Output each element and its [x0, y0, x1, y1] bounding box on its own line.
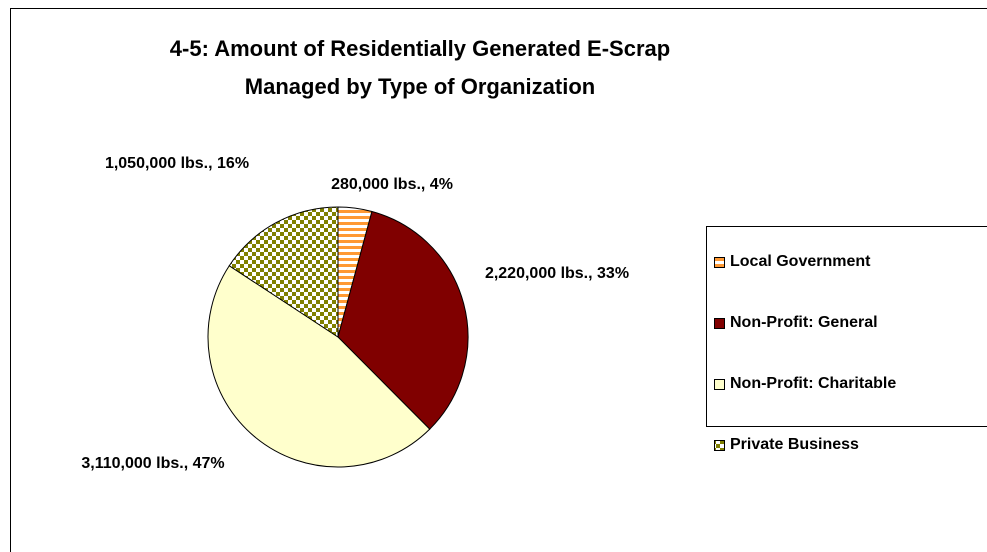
legend-swatch [714, 440, 725, 451]
data-label: 2,220,000 lbs., 33% [484, 265, 630, 282]
pie-slice [228, 206, 339, 338]
legend-label: Non-Profit: Charitable [730, 375, 897, 392]
pie-slice [207, 265, 431, 468]
legend-swatch [714, 257, 725, 268]
legend-swatch [714, 318, 725, 329]
legend-swatch [714, 379, 725, 390]
chart-title: 4-5: Amount of Residentially Generated E… [169, 36, 671, 99]
legend-label: Private Business [730, 436, 859, 453]
data-label: 1,050,000 lbs., 16% [104, 155, 250, 172]
legend-label: Local Government [730, 253, 871, 270]
chart-border [10, 8, 987, 552]
data-label: 3,110,000 lbs., 47% [81, 455, 225, 472]
legend-label: Non-Profit: General [730, 314, 878, 331]
data-label: 280,000 lbs., 4% [331, 176, 453, 193]
legend-box [706, 226, 987, 427]
pie-slice [337, 210, 469, 430]
